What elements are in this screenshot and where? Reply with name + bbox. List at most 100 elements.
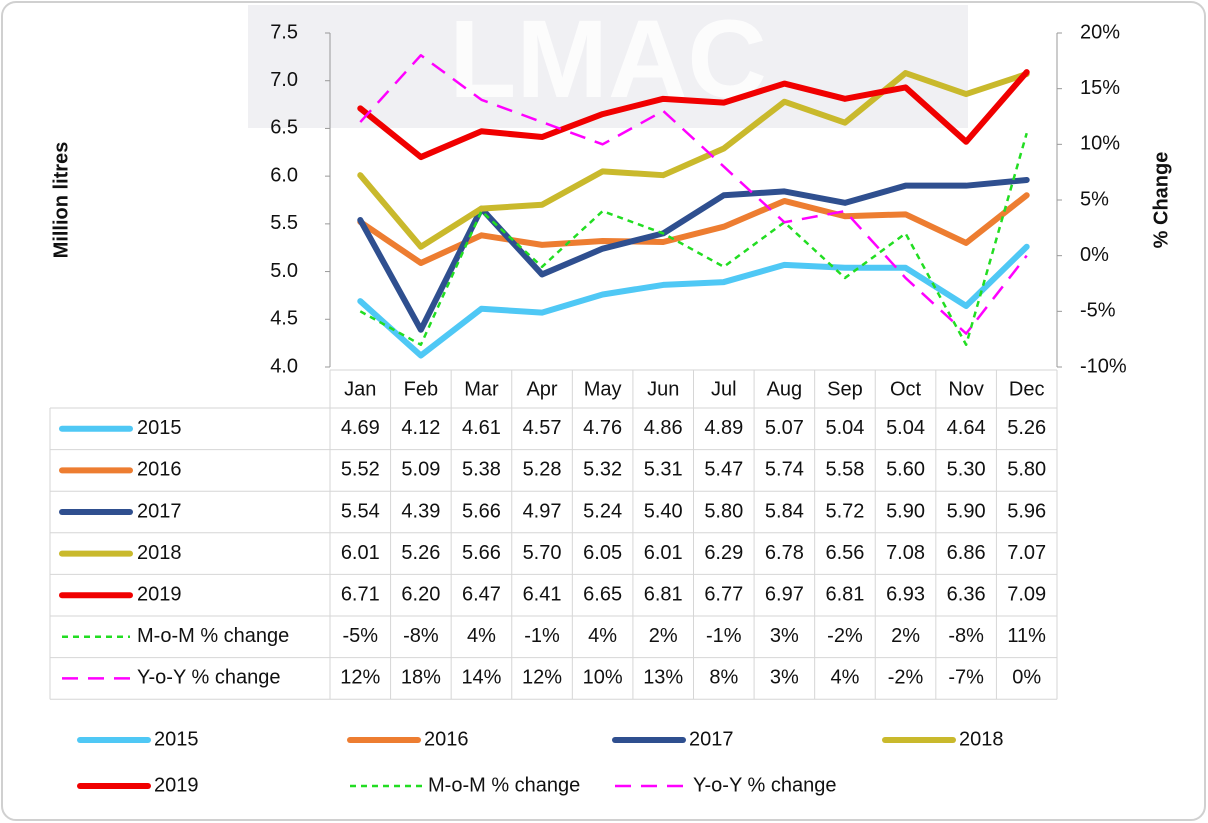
table-cell: -8%: [403, 625, 439, 647]
x-tick-label: Feb: [404, 378, 438, 400]
table-cell: 5.28: [523, 459, 562, 481]
table-cell: 5.40: [644, 500, 683, 522]
y-tick-label: 7.0: [270, 69, 298, 91]
y-tick-label: 6.0: [270, 164, 298, 186]
table-cell: 5.30: [947, 459, 986, 481]
table-cell: 6.77: [704, 583, 743, 605]
x-tick-label: Mar: [464, 378, 499, 400]
x-tick-label: Sep: [827, 378, 863, 400]
table-cell: -2%: [827, 625, 863, 647]
table-cell: 2%: [649, 625, 678, 647]
table-cell: -5%: [343, 625, 379, 647]
table-cell: 5.09: [401, 459, 440, 481]
table-cell: 6.01: [644, 542, 683, 564]
table-cell: 4%: [831, 667, 860, 689]
table-cell: 5.66: [462, 500, 501, 522]
table-cell: 4.57: [523, 417, 562, 439]
table-cell: 5.90: [947, 500, 986, 522]
table-cell: 5.38: [462, 459, 501, 481]
table-cell: 5.04: [825, 417, 864, 439]
table-cell: 0%: [1012, 667, 1041, 689]
table-cell: 5.04: [886, 417, 925, 439]
y2-tick-label: 5%: [1080, 188, 1109, 210]
table-cell: 18%: [401, 667, 441, 689]
y2-tick-label: 15%: [1080, 77, 1120, 99]
table-cell: 4.39: [401, 500, 440, 522]
legend-label: Y-o-Y % change: [693, 774, 836, 796]
table-cell: 5.72: [825, 500, 864, 522]
table-cell: 4.97: [523, 500, 562, 522]
table-cell: 5.52: [341, 459, 380, 481]
table-cell: 5.84: [765, 500, 804, 522]
x-tick-label: May: [584, 378, 622, 400]
y-tick-label: 7.5: [270, 21, 298, 43]
legend-label: 2018: [959, 728, 1004, 750]
x-tick-label: Oct: [890, 378, 922, 400]
table-cell: 4%: [467, 625, 496, 647]
y2-tick-label: -5%: [1080, 300, 1116, 322]
y2-tick-label: -10%: [1080, 355, 1127, 377]
table-cell: 5.58: [825, 459, 864, 481]
table-cell: 5.24: [583, 500, 622, 522]
legend-label: 2015: [154, 728, 199, 750]
chart: LMAC Million litres % Change 4.04.55.05.…: [0, 0, 1208, 823]
table-cell: 8%: [709, 667, 738, 689]
table-cell: 4.12: [401, 417, 440, 439]
table-cell: 5.31: [644, 459, 683, 481]
table-cell: 6.20: [401, 583, 440, 605]
table-cell: 11%: [1007, 625, 1046, 647]
table-cell: 5.70: [523, 542, 562, 564]
y2-tick-label: 0%: [1080, 244, 1109, 266]
y-tick-label: 4.0: [270, 355, 298, 377]
table-cell: 2%: [891, 625, 920, 647]
table-cell: 5.96: [1007, 500, 1046, 522]
table-cell: 6.47: [462, 583, 501, 605]
table-cell: 4.64: [947, 417, 986, 439]
x-tick-label: Jan: [344, 378, 376, 400]
legend-label: 2016: [424, 728, 469, 750]
table-cell: 6.56: [825, 542, 864, 564]
table-row-label: 2018: [137, 542, 182, 564]
x-tick-label: Jul: [711, 378, 737, 400]
x-tick-label: Jun: [647, 378, 679, 400]
table-cell: 12%: [522, 667, 562, 689]
table-cell: 6.41: [523, 583, 562, 605]
table-cell: 6.29: [704, 542, 743, 564]
table-cell: 6.78: [765, 542, 804, 564]
table-cell: 5.26: [1007, 417, 1046, 439]
table-cell: 6.05: [583, 542, 622, 564]
table-cell: 4%: [588, 625, 617, 647]
table-cell: 4.86: [644, 417, 683, 439]
y-tick-label: 6.5: [270, 117, 298, 139]
table-cell: 7.07: [1007, 542, 1046, 564]
table-cell: 13%: [643, 667, 683, 689]
y2-tick-label: 10%: [1080, 133, 1120, 155]
y2-axis-label: % Change: [1150, 152, 1172, 249]
table-row-label: 2015: [137, 417, 182, 439]
table-cell: 6.93: [886, 583, 925, 605]
table-cell: 5.74: [765, 459, 804, 481]
table-cell: -2%: [888, 667, 924, 689]
table-cell: 5.32: [583, 459, 622, 481]
y-tick-label: 4.5: [270, 308, 298, 330]
table-cell: -7%: [948, 667, 984, 689]
legend-label: 2017: [689, 728, 734, 750]
legend-label: 2019: [154, 774, 199, 796]
table-cell: 5.26: [401, 542, 440, 564]
y2-tick-label: 20%: [1080, 21, 1120, 43]
table-cell: 5.07: [765, 417, 804, 439]
x-tick-label: Aug: [767, 378, 803, 400]
table-cell: 7.09: [1007, 583, 1046, 605]
table-row-label: 2019: [137, 583, 182, 605]
table-cell: 6.01: [341, 542, 380, 564]
table-row-label: Y-o-Y % change: [137, 667, 280, 689]
table-cell: 7.08: [886, 542, 925, 564]
table-cell: 5.90: [886, 500, 925, 522]
table-cell: 3%: [770, 625, 799, 647]
table-cell: 6.65: [583, 583, 622, 605]
table-cell: 12%: [340, 667, 380, 689]
table-cell: 6.36: [947, 583, 986, 605]
table-cell: 5.54: [341, 500, 380, 522]
x-tick-label: Apr: [526, 378, 557, 400]
y-tick-label: 5.5: [270, 212, 298, 234]
